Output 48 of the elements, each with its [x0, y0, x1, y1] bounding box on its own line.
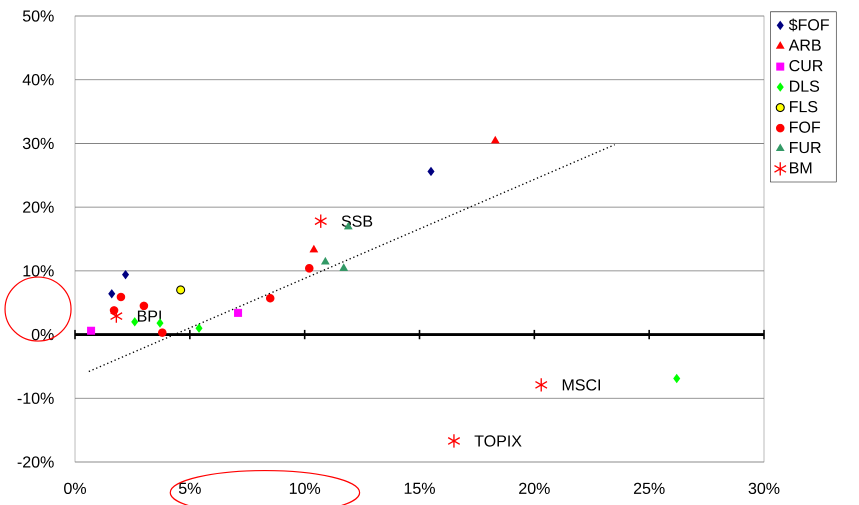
x-tick-label: 10%	[290, 482, 320, 494]
x-tick-label: 5%	[178, 482, 201, 494]
legend-label: CUR	[790, 60, 823, 72]
point	[314, 214, 328, 228]
point	[321, 257, 330, 264]
y-tick-label: 30%	[22, 138, 54, 150]
point	[140, 302, 148, 310]
legend-label: BM	[790, 162, 812, 174]
y-tick-label: 40%	[22, 74, 54, 86]
x-tick-label: 15%	[404, 482, 435, 494]
y-tick-label: 20%	[23, 201, 54, 213]
legend-label: ARB	[788, 40, 821, 51]
point	[196, 324, 202, 333]
point	[428, 166, 434, 176]
x-tick-label: 30%	[748, 482, 780, 494]
point	[116, 292, 126, 302]
annotation: BPI	[138, 310, 161, 322]
point	[304, 264, 314, 273]
point	[87, 326, 96, 335]
point	[158, 328, 167, 337]
point	[108, 289, 116, 298]
point	[491, 136, 500, 144]
legend-label: FOF	[790, 122, 820, 133]
y-tick-label: 50%	[22, 10, 54, 22]
point	[534, 378, 548, 392]
point	[266, 294, 274, 303]
annotation: TOPIX	[474, 435, 522, 447]
annotation: SSB	[342, 215, 372, 227]
point	[122, 270, 130, 280]
point	[131, 317, 138, 326]
point	[310, 245, 318, 252]
legend-label: FUR	[790, 142, 821, 154]
point	[673, 374, 680, 384]
y-tick-label: 10%	[23, 265, 54, 276]
annotation: MSCI	[562, 379, 600, 391]
point	[176, 285, 186, 294]
legend-label: FLS	[790, 101, 818, 112]
point	[340, 263, 348, 271]
y-tick-label: 0%	[32, 328, 54, 340]
x-tick-label: 25%	[634, 482, 665, 494]
y-tick-label: -10%	[18, 392, 54, 404]
point	[234, 308, 242, 317]
legend-label: DLS	[790, 80, 820, 92]
legend-label: $FOF	[788, 18, 829, 32]
x-tick-label: 20%	[519, 482, 550, 494]
y-tick-label: -20%	[18, 456, 54, 468]
x-tick-label: 0%	[64, 482, 86, 494]
point	[448, 434, 460, 448]
